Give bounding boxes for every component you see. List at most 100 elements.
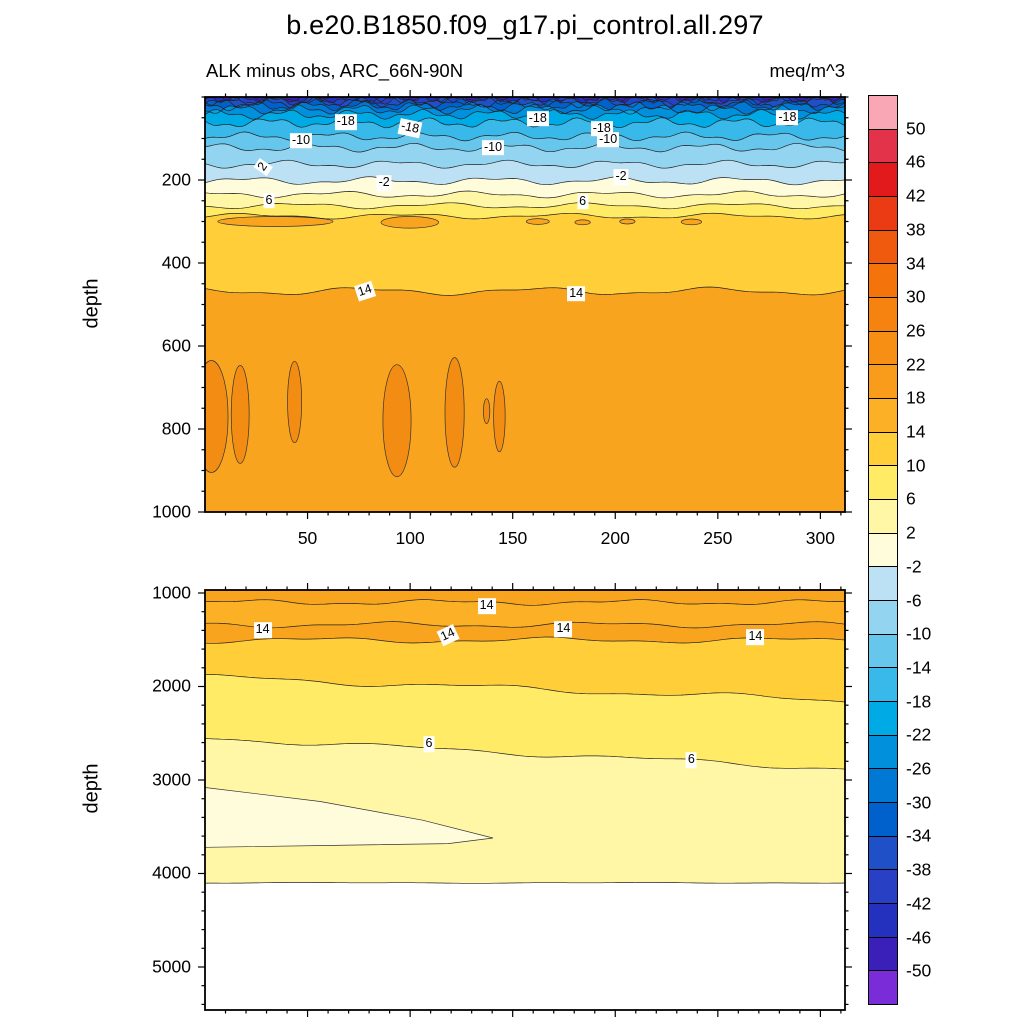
contour-blob bbox=[287, 361, 302, 444]
contour-blob bbox=[493, 380, 506, 453]
lower-y-tick-label: 5000 bbox=[152, 956, 191, 977]
contour-line bbox=[205, 599, 845, 606]
contour-line bbox=[205, 674, 845, 703]
contour-label: 14 bbox=[253, 622, 272, 638]
colorbar-box bbox=[868, 95, 898, 130]
contour-line bbox=[205, 176, 845, 186]
contour-line bbox=[205, 101, 845, 112]
contour-label: 6 bbox=[263, 192, 275, 209]
lower-y-tick-label: 2000 bbox=[152, 675, 191, 696]
contour-label: 14 bbox=[746, 629, 765, 645]
colorbar-box bbox=[868, 263, 898, 299]
upper-contour-panel: 200 400 600 800 1000 50 100 150 200 250 300 -18 -18 -… bbox=[152, 85, 857, 548]
contour-label: -10 bbox=[289, 132, 313, 149]
upper-y-tick-label: 200 bbox=[161, 169, 191, 190]
colorbar-box bbox=[868, 229, 898, 265]
colorbar-box bbox=[868, 701, 898, 736]
contour-blob bbox=[483, 398, 491, 424]
contour-blob bbox=[680, 218, 702, 226]
contour-blob bbox=[574, 219, 591, 226]
colorbar-tick-label: 38 bbox=[906, 219, 926, 240]
colorbar-tick-label: 18 bbox=[906, 387, 926, 408]
contour-line bbox=[205, 621, 845, 629]
contour-line bbox=[205, 190, 845, 199]
colorbar-tick-label: 42 bbox=[906, 185, 926, 206]
colorbar-tick-label: -14 bbox=[906, 657, 932, 678]
contour-line bbox=[205, 636, 845, 644]
colorbar-box bbox=[868, 499, 898, 534]
colorbar-tick-label: 50 bbox=[906, 118, 926, 139]
colorbar-box bbox=[868, 128, 898, 164]
colorbar-tick-label: 6 bbox=[906, 488, 916, 509]
plot-title: b.e20.B1850.f09_g17.pi_control.all.297 bbox=[286, 10, 764, 40]
contour-label: -18 bbox=[776, 109, 799, 126]
lower-y-tick-label: 3000 bbox=[152, 769, 191, 790]
contour-blob bbox=[382, 364, 412, 478]
lower-y-tick-label: 4000 bbox=[152, 862, 191, 883]
upper-y-tick-label: 1000 bbox=[152, 501, 191, 522]
colorbar-tick-label: 46 bbox=[906, 151, 926, 172]
contour-label: -18 bbox=[526, 110, 549, 127]
colorbar-box bbox=[868, 835, 898, 871]
upper-x-tick-label: 150 bbox=[498, 528, 528, 548]
contour-blob bbox=[205, 360, 229, 473]
upper-y-tick-label: 400 bbox=[161, 252, 191, 273]
colorbar-tick-label: 30 bbox=[906, 286, 926, 307]
colorbar-box bbox=[868, 330, 898, 366]
colorbar-tick-label: 22 bbox=[906, 354, 926, 375]
colorbar-tick-label: -50 bbox=[906, 960, 932, 981]
colorbar-box bbox=[868, 802, 898, 837]
colorbar-box bbox=[868, 734, 898, 770]
contour-blob bbox=[525, 218, 550, 225]
contour-line bbox=[205, 202, 845, 210]
colorbar-box bbox=[868, 431, 898, 467]
contour-patch bbox=[205, 787, 494, 848]
colorbar-box bbox=[868, 600, 898, 635]
colorbar-box bbox=[868, 667, 898, 703]
upper-x-tick-label: 300 bbox=[805, 528, 835, 548]
colorbar-boxes bbox=[868, 95, 898, 1006]
subtitle-units: meq/m^3 bbox=[769, 60, 845, 81]
contour-label: 14 bbox=[567, 285, 586, 302]
contour-line bbox=[205, 104, 845, 115]
lower-contour-panel: 1000 2000 3000 4000 5000 14 14 14 14 14 6 6 bbox=[152, 578, 857, 1024]
contour-line bbox=[205, 117, 845, 129]
lower-contour-field bbox=[205, 590, 845, 1010]
contour-label: 6 bbox=[577, 193, 589, 210]
colorbar-tick-label: -2 bbox=[906, 556, 922, 577]
lower-y-axis-title: depth bbox=[80, 763, 103, 814]
colorbar-box bbox=[868, 364, 898, 400]
colorbar-tick-label: 34 bbox=[906, 253, 926, 274]
contour-line bbox=[205, 159, 845, 169]
lower-y-tick-label: 1000 bbox=[152, 582, 191, 603]
colorbar-tick-label: -42 bbox=[906, 893, 932, 914]
colorbar-box bbox=[868, 768, 898, 804]
colorbar-tick-label: -22 bbox=[906, 724, 932, 745]
upper-x-tick-label: 250 bbox=[703, 528, 733, 548]
upper-y-tick-label: 600 bbox=[161, 335, 191, 356]
colorbar-box bbox=[868, 869, 898, 905]
colorbar-tick-label: -18 bbox=[906, 691, 932, 712]
contour-blob bbox=[444, 357, 465, 468]
colorbar-tick-label: 2 bbox=[906, 522, 916, 543]
upper-y-tick-label: 800 bbox=[161, 418, 191, 439]
contour-blob bbox=[380, 216, 439, 229]
contour-label: -18 bbox=[334, 114, 357, 130]
colorbar-box bbox=[868, 970, 898, 1006]
colorbar-box bbox=[868, 398, 898, 433]
contour-line bbox=[205, 738, 845, 770]
upper-plot-canvas bbox=[198, 90, 852, 519]
colorbar-box bbox=[868, 566, 898, 602]
upper-x-tick-label: 50 bbox=[297, 528, 318, 548]
colorbar-box bbox=[868, 196, 898, 231]
colorbar-box bbox=[868, 633, 898, 669]
colorbar-tick-label: 26 bbox=[906, 320, 926, 341]
colorbar-tick-label: -26 bbox=[906, 758, 932, 779]
contour-blob bbox=[619, 218, 636, 225]
colorbar-box bbox=[868, 297, 898, 332]
upper-x-tick-label: 100 bbox=[395, 528, 425, 548]
contour-label: -2 bbox=[613, 169, 629, 185]
subtitle-left: ALK minus obs, ARC_66N-90N bbox=[206, 60, 464, 81]
contour-label: -10 bbox=[597, 131, 620, 148]
